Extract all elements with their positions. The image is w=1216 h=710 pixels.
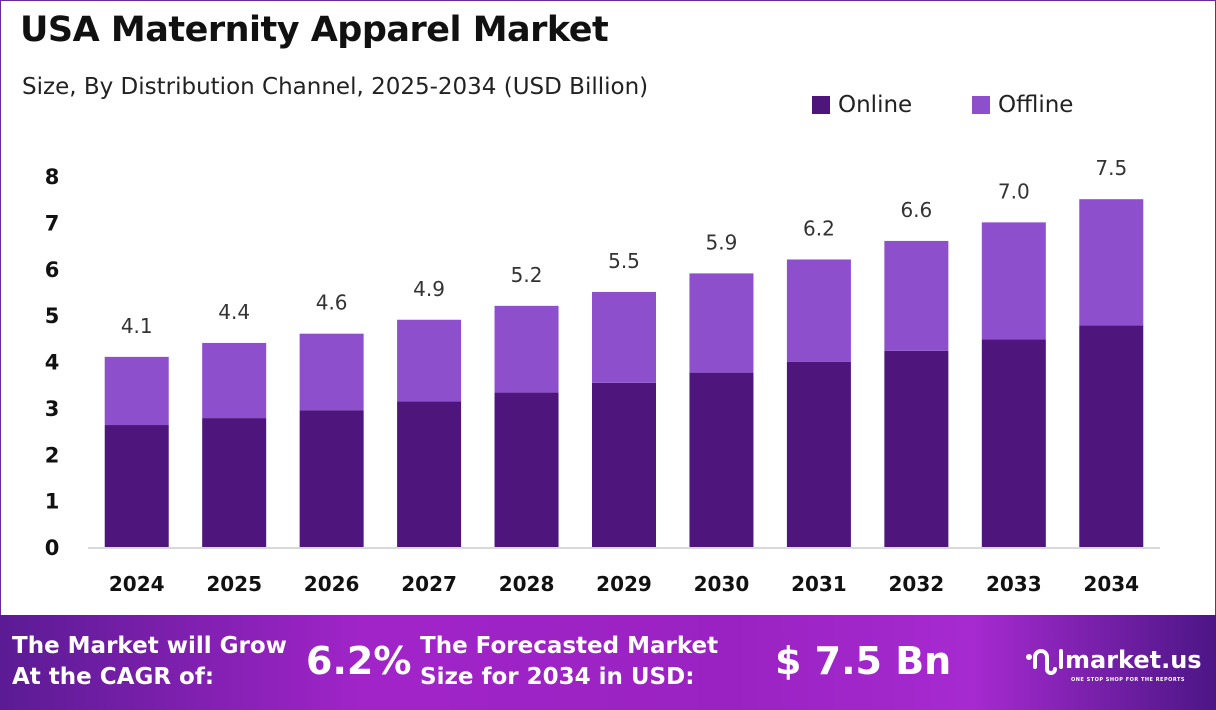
total-data-label: 4.1 — [121, 314, 153, 338]
bar-online-2030 — [689, 372, 754, 547]
bar-offline-2025 — [202, 342, 267, 419]
chart-subtitle: Size, By Distribution Channel, 2025-2034… — [22, 74, 649, 100]
logo-name: market.us — [1065, 646, 1202, 674]
legend-item-offline: Offline — [972, 92, 1073, 118]
forecast-value: $ 7.5 Bn — [775, 639, 952, 683]
logo-tagline: ONE STOP SHOP FOR THE REPORTS — [1071, 677, 1186, 683]
bar-offline-2026 — [299, 333, 364, 411]
total-data-label: 5.9 — [706, 230, 738, 254]
bar-offline-2024 — [104, 356, 169, 426]
x-tick-label: 2026 — [304, 572, 360, 596]
cagr-label-line-1: The Market will Grow — [12, 633, 287, 659]
total-data-label: 4.9 — [413, 277, 445, 301]
bar-offline-2033 — [981, 222, 1046, 340]
bar-online-2026 — [299, 410, 364, 547]
y-tick-label: 6 — [45, 258, 60, 282]
x-tick-label: 2028 — [499, 572, 555, 596]
bar-online-2028 — [494, 392, 559, 547]
x-tick-label: 2033 — [986, 572, 1042, 596]
total-data-label: 5.5 — [608, 249, 640, 273]
forecast-label-line-1: The Forecasted Market — [420, 633, 719, 659]
bar-offline-2027 — [397, 319, 462, 402]
y-tick-label: 8 — [45, 165, 60, 189]
market-us-logo: market.us ONE STOP SHOP FOR THE REPORTS — [1025, 645, 1202, 683]
chart-title: USA Maternity Apparel Market — [20, 10, 609, 50]
legend-label-online: Online — [838, 92, 913, 118]
legend-swatch-offline — [972, 96, 990, 114]
y-tick-label: 7 — [45, 211, 60, 235]
y-tick-label: 1 — [45, 490, 60, 514]
x-tick-label: 2034 — [1083, 572, 1139, 596]
market-us-logo-icon — [1026, 649, 1063, 675]
bar-online-2029 — [592, 382, 656, 547]
summary-banner: The Market will Grow At the CAGR of: 6.2… — [0, 615, 1216, 710]
bar-offline-2030 — [689, 273, 754, 373]
y-tick-label: 3 — [45, 397, 60, 421]
x-tick-label: 2029 — [596, 572, 652, 596]
total-data-label: 4.4 — [218, 300, 250, 324]
bar-chart: 0 1 2 3 4 5 6 7 8 4.1 2024 4.4 2025 4.6 2026 4.9 2027 5.2… — [45, 156, 1160, 596]
y-tick-label: 4 — [45, 351, 60, 375]
legend-label-offline: Offline — [998, 92, 1074, 118]
total-data-label: 5.2 — [511, 263, 543, 287]
total-data-label: 4.6 — [316, 291, 348, 315]
x-tick-label: 2032 — [889, 572, 945, 596]
y-tick-label: 5 — [45, 304, 60, 328]
forecast-label-line-2: Size for 2034 in USD: — [420, 664, 695, 690]
bar-offline-2029 — [592, 291, 656, 383]
bar-online-2031 — [786, 361, 851, 547]
bar-offline-2031 — [786, 259, 851, 362]
x-tick-label: 2030 — [694, 572, 750, 596]
cagr-value: 6.2% — [306, 639, 412, 683]
total-data-label: 7.5 — [1095, 156, 1127, 180]
total-data-label: 6.6 — [900, 198, 932, 222]
bar-online-2034 — [1079, 325, 1144, 547]
y-tick-label: 2 — [45, 443, 60, 467]
bar-online-2025 — [202, 418, 267, 547]
bar-online-2032 — [884, 350, 949, 547]
x-tick-label: 2025 — [206, 572, 262, 596]
x-tick-label: 2027 — [401, 572, 457, 596]
x-tick-label: 2031 — [791, 572, 847, 596]
bar-online-2027 — [397, 401, 462, 547]
y-tick-label: 0 — [45, 536, 60, 560]
cagr-label: The Market will Grow At the CAGR of: — [12, 631, 287, 693]
bar-online-2024 — [104, 425, 169, 547]
bar-offline-2032 — [884, 240, 949, 351]
total-data-label: 6.2 — [803, 216, 835, 240]
x-tick-label: 2024 — [109, 572, 165, 596]
total-data-label: 7.0 — [998, 179, 1030, 203]
bar-online-2033 — [981, 339, 1046, 547]
legend-item-online: Online — [812, 92, 912, 118]
legend-swatch-online — [812, 96, 830, 114]
bar-offline-2034 — [1079, 199, 1144, 326]
forecast-label: The Forecasted Market Size for 2034 in U… — [420, 631, 718, 693]
bar-offline-2028 — [494, 305, 559, 393]
cagr-label-line-2: At the CAGR of: — [12, 664, 215, 690]
